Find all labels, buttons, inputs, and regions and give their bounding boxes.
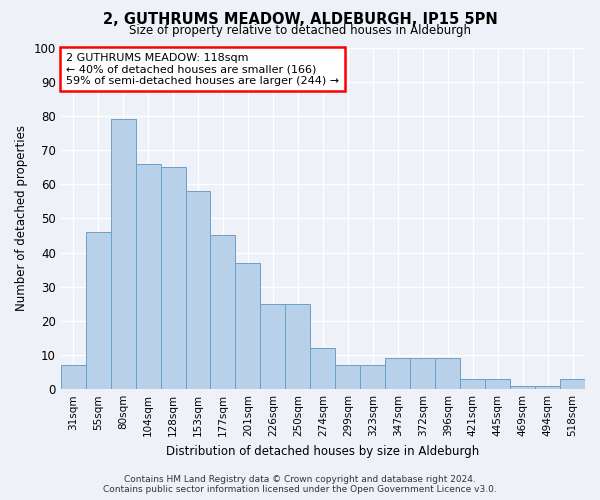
Bar: [185, 191, 211, 389]
Text: 2, GUTHRUMS MEADOW, ALDEBURGH, IP15 5PN: 2, GUTHRUMS MEADOW, ALDEBURGH, IP15 5PN: [103, 12, 497, 28]
Bar: [286, 304, 310, 389]
Bar: [61, 366, 86, 389]
Bar: [510, 386, 535, 389]
Bar: [260, 304, 286, 389]
Bar: [161, 167, 185, 389]
Bar: [435, 358, 460, 389]
Bar: [235, 263, 260, 389]
Bar: [86, 232, 110, 389]
Bar: [385, 358, 410, 389]
Bar: [410, 358, 435, 389]
Text: Contains HM Land Registry data © Crown copyright and database right 2024.
Contai: Contains HM Land Registry data © Crown c…: [103, 474, 497, 494]
X-axis label: Distribution of detached houses by size in Aldeburgh: Distribution of detached houses by size …: [166, 444, 479, 458]
Text: 2 GUTHRUMS MEADOW: 118sqm
← 40% of detached houses are smaller (166)
59% of semi: 2 GUTHRUMS MEADOW: 118sqm ← 40% of detac…: [66, 52, 339, 86]
Bar: [136, 164, 161, 389]
Bar: [560, 379, 585, 389]
Bar: [460, 379, 485, 389]
Text: Size of property relative to detached houses in Aldeburgh: Size of property relative to detached ho…: [129, 24, 471, 37]
Bar: [485, 379, 510, 389]
Bar: [310, 348, 335, 389]
Bar: [211, 236, 235, 389]
Bar: [360, 366, 385, 389]
Bar: [335, 366, 360, 389]
Bar: [110, 120, 136, 389]
Y-axis label: Number of detached properties: Number of detached properties: [15, 126, 28, 312]
Bar: [535, 386, 560, 389]
